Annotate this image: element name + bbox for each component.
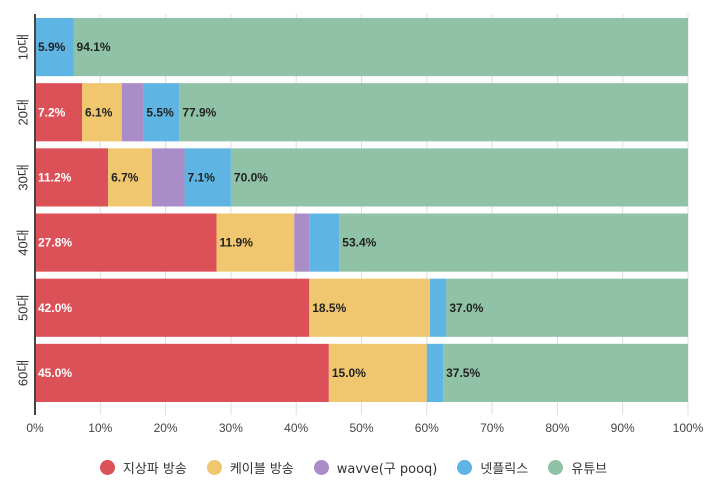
x-tick-label: 60% (415, 421, 439, 435)
data-label: 45.0% (38, 366, 72, 380)
legend-label: 케이블 방송 (229, 462, 294, 477)
data-label: 11.2% (38, 170, 72, 184)
x-tick-label: 30% (219, 421, 243, 435)
y-tick-label: 30대 (15, 164, 30, 190)
data-label: 18.5% (312, 301, 346, 315)
bar-segment (35, 148, 109, 207)
x-tick-label: 100% (673, 421, 704, 435)
y-tick-label: 20대 (15, 99, 30, 125)
bar-segment (35, 83, 83, 142)
data-label: 27.8% (38, 236, 72, 250)
bar-segment (73, 18, 689, 77)
bar-segment (184, 148, 231, 207)
data-label: 7.2% (38, 105, 66, 119)
bar-segment (426, 343, 444, 402)
x-tick-label: 70% (480, 421, 504, 435)
bar-segment (35, 18, 74, 77)
bar-segment (216, 213, 295, 272)
legend-swatch (457, 460, 473, 475)
x-tick-label: 90% (611, 421, 635, 435)
legend-item[interactable]: wavve(구 pooq) (313, 458, 438, 477)
data-label: 15.0% (332, 366, 366, 380)
bar-segment (121, 83, 144, 142)
data-label: 7.1% (188, 170, 216, 184)
bar-segment (309, 278, 431, 337)
bar-segment (430, 278, 447, 337)
bar-segment (35, 213, 217, 272)
data-label: 5.9% (38, 40, 66, 54)
bar-segment (294, 213, 310, 272)
x-tick-label: 10% (88, 421, 112, 435)
legend-swatch (548, 460, 564, 475)
legend-label: wavve(구 pooq) (336, 462, 438, 477)
y-tick-label: 60대 (15, 360, 30, 386)
x-tick-label: 80% (545, 421, 569, 435)
data-label: 42.0% (38, 301, 72, 315)
legend-item[interactable]: 지상파 방송 (99, 458, 187, 477)
data-label: 5.5% (146, 105, 174, 119)
legend-label: 넷플릭스 (480, 462, 529, 477)
data-label: 6.1% (85, 105, 113, 119)
x-tick-label: 20% (154, 421, 178, 435)
legend-label: 유튜브 (571, 462, 608, 477)
data-label: 11.9% (220, 236, 254, 250)
bar-segment (151, 148, 185, 207)
x-tick-label: 50% (349, 421, 373, 435)
y-tick-label: 10대 (15, 34, 30, 60)
data-label: 37.0% (449, 301, 483, 315)
x-tick-label: 0% (26, 421, 44, 435)
bar-segment (339, 213, 688, 272)
legend-swatch (313, 460, 329, 475)
legend-swatch (99, 460, 115, 475)
bar-segment (35, 278, 310, 337)
legend: 지상파 방송 케이블 방송 wavve(구 pooq) 넷플릭스 유튜브 (0, 458, 707, 477)
legend-label: 지상파 방송 (122, 462, 187, 477)
x-tick-label: 40% (284, 421, 308, 435)
y-tick-label: 50대 (15, 295, 30, 321)
bar-segment (179, 83, 689, 142)
bar-segment (328, 343, 427, 402)
bar-segment (108, 148, 152, 207)
bar-segment (309, 213, 340, 272)
bar-segment (443, 343, 688, 402)
bar-segment (446, 278, 688, 337)
data-label: 94.1% (77, 40, 111, 54)
legend-swatch (206, 460, 222, 475)
bar-segment (143, 83, 180, 142)
legend-item[interactable]: 케이블 방송 (206, 458, 294, 477)
data-label: 70.0% (234, 170, 268, 184)
legend-item[interactable]: 유튜브 (548, 458, 607, 477)
bar-segment (230, 148, 688, 207)
bar-segment (35, 343, 329, 402)
y-tick-label: 40대 (15, 229, 30, 255)
stacked-bar-chart: 0% 10% 20% 30% 40% 50% 60% 70% 80% 90% 100% 10대 5.9%… (15, 14, 704, 435)
legend-item[interactable]: 넷플릭스 (457, 458, 528, 477)
bar-segment (82, 83, 122, 142)
data-label: 53.4% (342, 236, 376, 250)
data-label: 6.7% (111, 170, 139, 184)
data-label: 77.9% (182, 105, 216, 119)
data-label: 37.5% (446, 366, 480, 380)
